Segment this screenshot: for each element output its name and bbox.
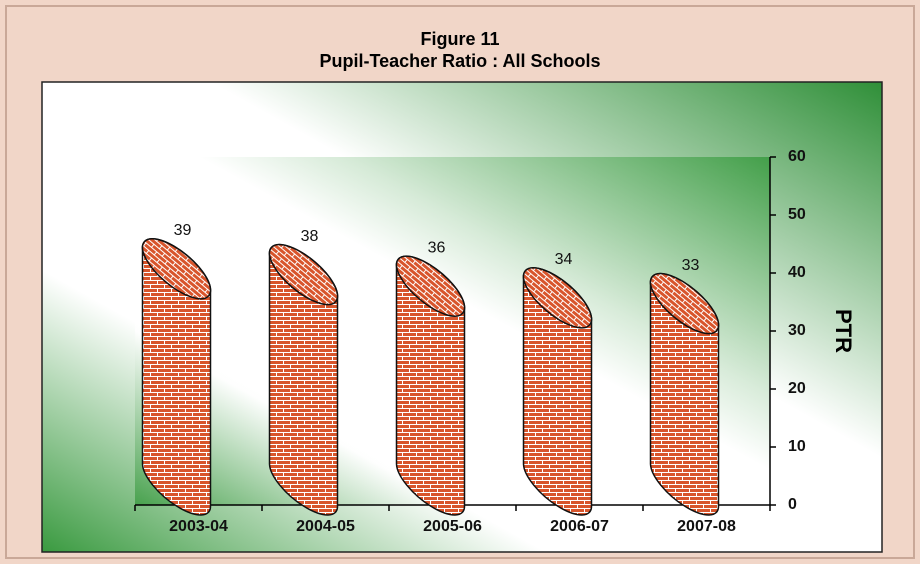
x-tick-label: 2004-05: [296, 518, 355, 535]
bar-top: [395, 255, 466, 317]
x-tick-label: 2003-04: [169, 518, 228, 535]
value-label: 38: [301, 228, 319, 245]
x-tick-label: 2006-07: [550, 518, 609, 535]
value-label: 36: [428, 239, 446, 256]
y-tick-label: 20: [788, 380, 806, 397]
value-label: 39: [174, 222, 192, 239]
page-border: [5, 5, 915, 559]
value-label: 34: [555, 251, 573, 268]
y-tick-label: 50: [788, 206, 806, 223]
y-tick-label: 30: [788, 322, 806, 339]
chart-subtitle: Pupil-Teacher Ratio : All Schools: [319, 51, 600, 71]
y-tick-label: 40: [788, 264, 806, 281]
x-tick-label: 2007-08: [677, 518, 736, 535]
y-tick-label: 60: [788, 148, 806, 165]
y-tick-label: 10: [788, 438, 806, 455]
y-tick-label: 0: [788, 496, 797, 513]
bar-top: [522, 267, 593, 329]
chart-title: Figure 11: [420, 29, 499, 49]
x-tick-label: 2005-06: [423, 518, 482, 535]
bar-top: [141, 238, 212, 300]
bar-top: [268, 243, 339, 306]
value-label: 33: [682, 257, 700, 274]
bar-top: [649, 272, 720, 335]
y-axis-label: PTR: [831, 309, 856, 353]
